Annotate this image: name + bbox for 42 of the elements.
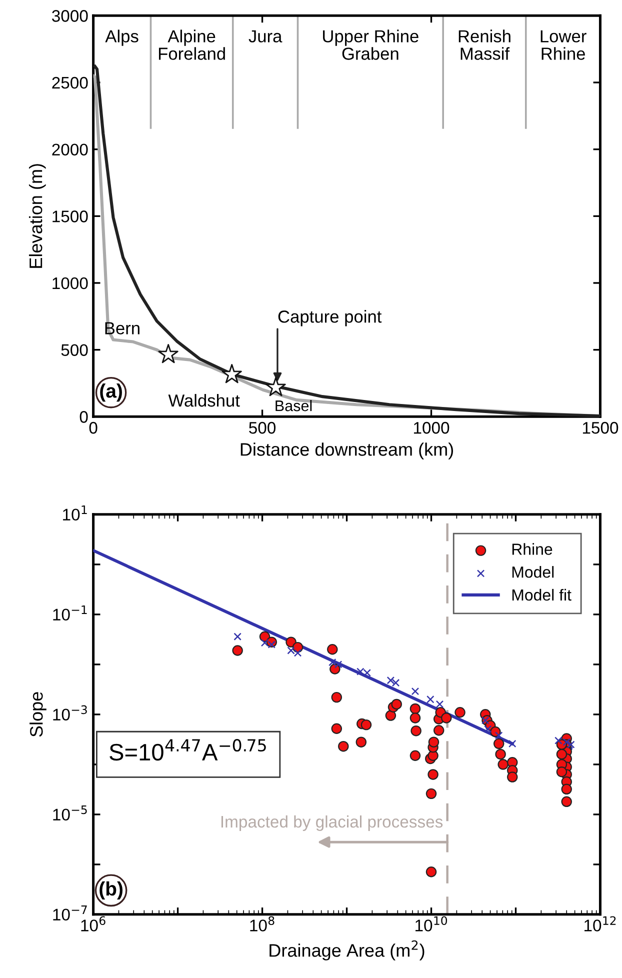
- x-tick-label: 1500: [582, 422, 618, 434]
- point: [222, 364, 242, 384]
- x-tick-label: 10$^{12}$: [584, 916, 616, 932]
- annotation: Alps: [105, 30, 138, 46]
- annotation: Renish Massif: [458, 30, 510, 60]
- y-tick-label: 10$^{−3}$: [53, 705, 87, 721]
- y-tick-label: 1000: [52, 277, 88, 290]
- y-axis-title: Slope: [30, 692, 46, 737]
- annotation: S=10$^{4.47}$A$^{−0.75}$: [110, 739, 266, 761]
- annotation: Impacted by glacial processes: [221, 815, 443, 831]
- y-tick-label: 2500: [52, 76, 88, 89]
- y-tick-label: 0: [80, 411, 88, 423]
- x-axis-title: Drainage Area (m$^{2}$): [270, 940, 424, 960]
- x-tick-label: 500: [249, 422, 276, 434]
- y-tick-label: 10$^{1}$: [63, 505, 87, 521]
- annotation: Lower Rhine: [540, 30, 586, 60]
- y-tick-label: 1500: [52, 210, 88, 222]
- annotation: (b): [100, 881, 122, 900]
- y-axis-title: Elevation (m): [28, 164, 46, 268]
- x-tick-label: 10$^{8}$: [250, 916, 274, 932]
- y-tick-label: 10$^{−1}$: [53, 605, 87, 621]
- x-tick-label: 0: [89, 422, 98, 434]
- y-tick-label: 500: [61, 344, 88, 356]
- annotation: Basel: [276, 400, 312, 412]
- legend-label: Model fit: [512, 588, 572, 601]
- annotation: (a): [100, 384, 122, 402]
- x-tick-label: 1000: [414, 422, 450, 434]
- annotation: Upper Rhine Graben: [323, 30, 418, 60]
- annotation: Capture point: [278, 310, 382, 326]
- y-tick-label: 2000: [52, 144, 88, 156]
- x-axis-title: Distance downstream (km): [240, 442, 454, 460]
- y-tick-label: 3000: [52, 10, 88, 22]
- annotation: Bern: [105, 322, 140, 334]
- legend-label: Rhine: [512, 543, 552, 555]
- annotation: Jura: [248, 30, 282, 42]
- legend-label: Model: [512, 566, 554, 578]
- x-tick-label: 10$^{10}$: [416, 916, 448, 932]
- point: [158, 344, 178, 364]
- annotation: Alpine Foreland: [158, 30, 225, 60]
- point: [266, 376, 286, 396]
- annotation: Waldshut: [168, 394, 240, 407]
- y-tick-label: 10$^{−5}$: [53, 805, 87, 821]
